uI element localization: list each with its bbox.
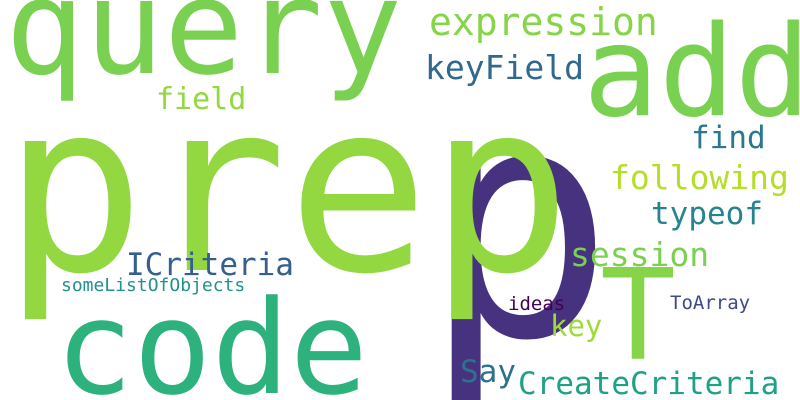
word-keyField: keyField (425, 48, 584, 87)
word-ICriteria: ICriteria (126, 247, 294, 283)
word-typeof: typeof (651, 196, 763, 232)
word-Say: Say (460, 354, 516, 390)
word-following: following (610, 158, 789, 197)
word-key: key (550, 309, 602, 343)
word-expression: expression (429, 0, 658, 44)
word-ToArray: ToArray (670, 292, 750, 314)
word-p: p (422, 39, 615, 400)
word-find: find (691, 120, 766, 156)
word-session: session (570, 235, 709, 274)
word-query: query (5, 0, 402, 105)
word-field: field (156, 82, 246, 117)
word-code: code (55, 272, 368, 400)
word-add: add (583, 0, 800, 145)
word-CreateCriteria: CreateCriteria (518, 366, 779, 400)
word-ideas: ideas (508, 293, 565, 315)
word-prep: prep (3, 51, 571, 326)
word-T: T (600, 242, 676, 389)
word-someListOfObjects: someListOfObjects (61, 275, 245, 296)
